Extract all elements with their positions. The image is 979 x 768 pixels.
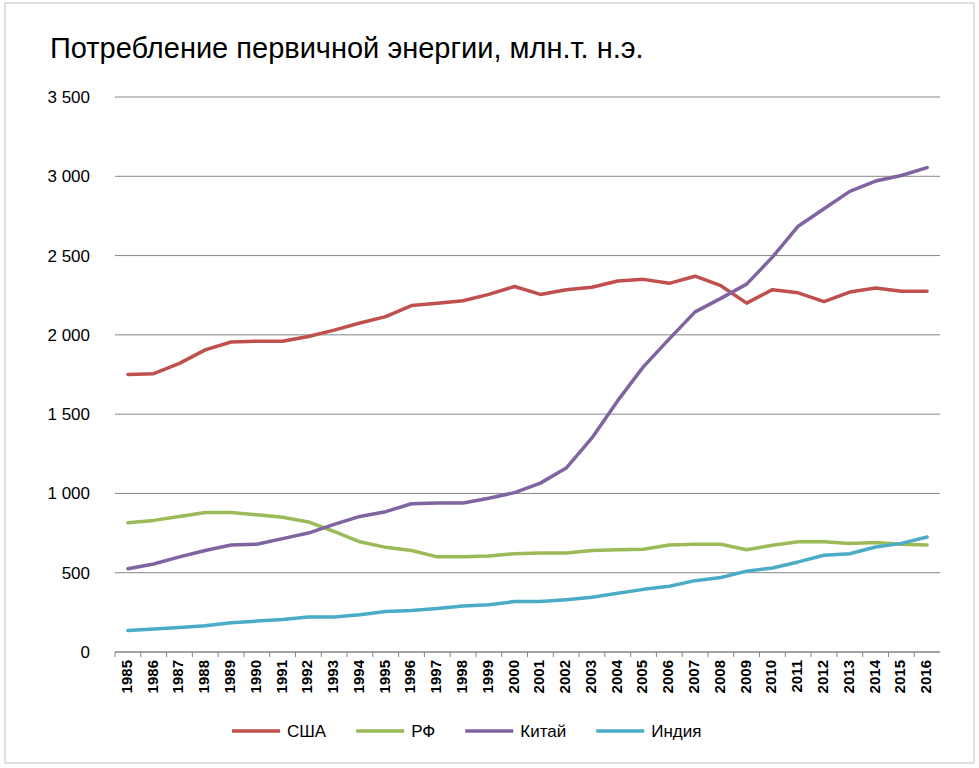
x-tick [811,652,812,657]
grid-line [115,493,940,494]
x-tick [501,652,502,657]
x-tick [321,652,322,657]
x-tick-label: 2002 [556,660,573,693]
x-tick [759,652,760,657]
x-tick-label: 1985 [118,660,135,693]
x-tick [295,652,296,657]
x-tick [733,652,734,657]
grid-line [115,176,940,177]
x-tick [656,652,657,657]
x-tick [527,652,528,657]
x-tick [450,652,451,657]
x-tick [347,652,348,657]
legend-label: РФ [411,722,435,741]
x-tick-label: 1997 [427,660,444,693]
x-tick [269,652,270,657]
x-tick [836,652,837,657]
grid-line [115,334,940,335]
x-tick [115,652,116,657]
legend: США РФ Китай Индия [232,722,701,741]
y-tick-label: 3 000 [47,167,90,186]
legend-swatch [596,729,644,733]
x-tick-label: 2003 [582,660,599,693]
legend-swatch [232,729,280,733]
x-tick-label: 1994 [350,659,367,693]
x-tick-label: 2005 [633,660,650,693]
x-tick-label: 2010 [762,660,779,693]
grid-line [115,572,940,573]
x-tick-label: 2014 [866,659,883,693]
x-tick [888,652,889,657]
x-tick [604,652,605,657]
x-tick [372,652,373,657]
x-tick [630,652,631,657]
x-tick [579,652,580,657]
x-tick-label: 1991 [273,660,290,693]
grid-line [115,97,940,98]
chart-container: Потребление первичной энергии, млн.т. н.… [0,0,979,768]
y-tick-label: 0 [81,643,90,662]
x-tick [862,652,863,657]
x-tick [707,652,708,657]
legend-label: Индия [651,722,701,741]
x-tick-label: 2013 [840,660,857,693]
x-tick-label: 2012 [814,660,831,693]
x-tick [682,652,683,657]
x-tick [166,652,167,657]
y-axis: 0 500 1 000 1 500 2 000 2 500 3 000 3 500 [47,88,940,662]
x-tick-label: 1988 [195,660,212,693]
grid-line [115,414,940,415]
x-tick-label: 2015 [891,660,908,693]
y-tick-label: 2 500 [47,247,90,266]
grid-line [115,255,940,256]
x-tick [398,652,399,657]
series-group [128,168,927,631]
legend-label: США [287,722,327,741]
x-tick-label: 2011 [788,660,805,693]
y-tick-label: 1 000 [47,484,90,503]
x-tick [785,652,786,657]
x-tick [218,652,219,657]
y-tick-label: 500 [62,564,90,583]
x-tick-label: 2004 [608,659,625,693]
x-tick-label: 2016 [917,660,934,693]
x-tick-label: 2006 [659,660,676,693]
x-tick-label: 1993 [324,660,341,693]
x-tick-label: 1999 [479,660,496,693]
x-tick-label: 1996 [401,660,418,693]
x-tick-label: 1998 [453,660,470,693]
x-tick-label: 1990 [247,660,264,693]
y-tick-label: 2 000 [47,326,90,345]
chart-svg: Потребление первичной энергии, млн.т. н.… [0,0,979,768]
series-line [128,512,927,556]
x-tick-label: 2009 [737,660,754,693]
chart-title: Потребление первичной энергии, млн.т. н.… [50,32,644,64]
legend-swatch [465,729,513,733]
x-tick [192,652,193,657]
x-tick [243,652,244,657]
chart-frame [5,3,974,763]
x-tick-label: 2007 [685,660,702,693]
x-tick-label: 1987 [169,660,186,693]
y-tick-label: 3 500 [47,88,90,107]
y-tick-label: 1 500 [47,405,90,424]
x-tick-label: 2008 [711,660,728,693]
x-tick-label: 1989 [221,660,238,693]
legend-swatch [356,729,404,733]
x-axis: 1985 1986 1987 1988 1989 1990 1991 1992 1993 1994… [115,652,934,693]
series-line [128,276,927,374]
x-tick [553,652,554,657]
x-tick [140,652,141,657]
x-tick [475,652,476,657]
x-tick [914,652,915,657]
x-tick-label: 1986 [144,660,161,693]
legend-label: Китай [520,722,566,741]
x-tick-label: 1995 [376,660,393,693]
x-tick [424,652,425,657]
x-tick-label: 2000 [505,660,522,693]
series-line [128,168,927,569]
series-line [128,537,927,631]
x-tick-label: 2001 [530,660,547,693]
x-tick-label: 1992 [298,660,315,693]
